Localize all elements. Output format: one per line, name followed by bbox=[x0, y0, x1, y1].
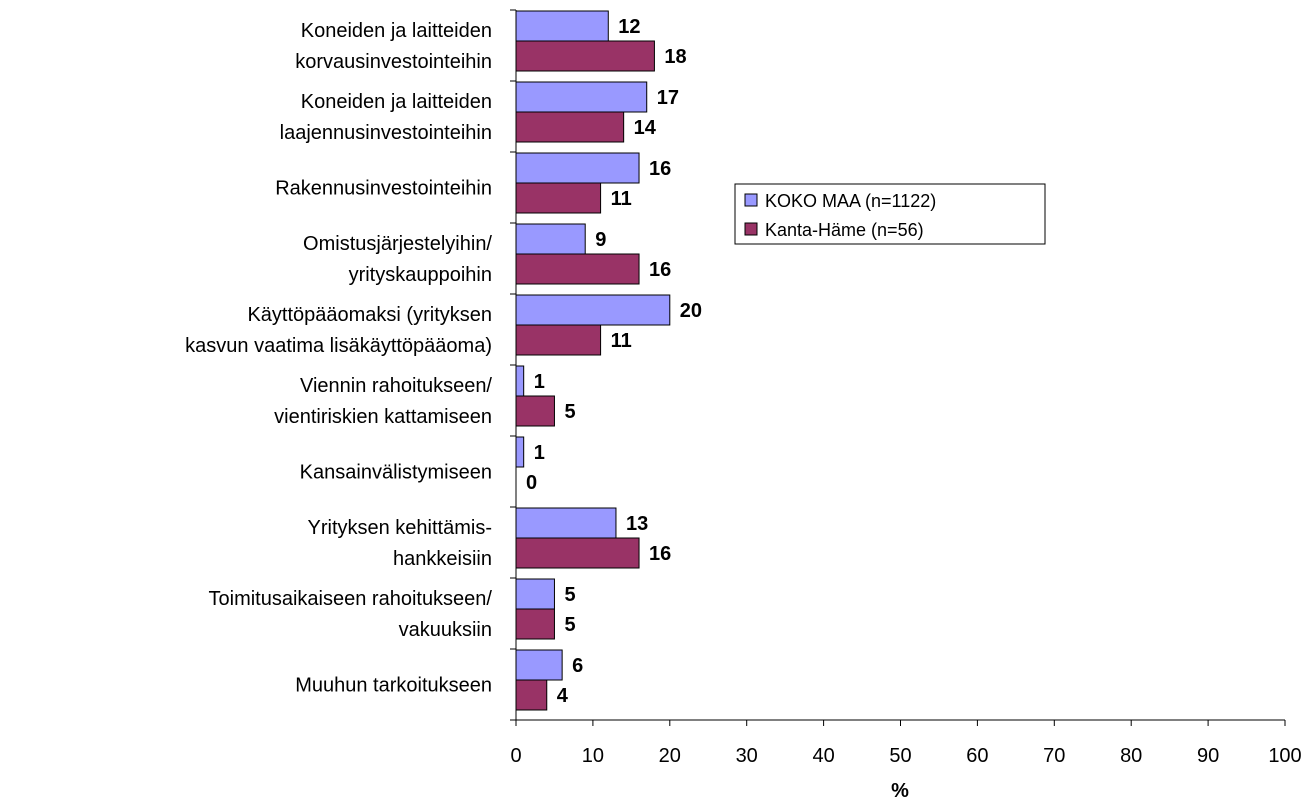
y-tick-label: Käyttöpääomaksi (yrityksen kasvun vaatima… bbox=[185, 304, 492, 357]
value-label: 16 bbox=[649, 543, 671, 565]
value-label: 5 bbox=[564, 614, 575, 636]
bar bbox=[515, 649, 563, 681]
y-tick-label: Toimitusaikaiseen rahoitukseen/vakuuksii… bbox=[209, 588, 493, 641]
x-tick-label: 100 bbox=[1268, 745, 1301, 767]
value-label: 18 bbox=[664, 46, 686, 68]
bar bbox=[515, 253, 640, 285]
y-tick-label: Omistusjärjestelyihin/yrityskauppoihin bbox=[303, 233, 492, 286]
y-tick-label: Yrityksen kehittämis-hankkeisiin bbox=[308, 517, 493, 570]
y-tick-label: Muuhun tarkoitukseen bbox=[295, 675, 492, 697]
value-label: 6 bbox=[572, 655, 583, 677]
x-tick-label: 10 bbox=[582, 745, 604, 767]
bar bbox=[515, 395, 555, 427]
value-label: 20 bbox=[680, 300, 702, 322]
y-tick-label: Kansainvälistymiseen bbox=[300, 462, 492, 484]
bar bbox=[515, 10, 609, 42]
x-tick-label: 30 bbox=[736, 745, 758, 767]
value-label: 1 bbox=[534, 442, 545, 464]
value-label: 9 bbox=[595, 229, 606, 251]
bar bbox=[515, 679, 548, 711]
bar bbox=[515, 223, 586, 255]
x-tick-label: 20 bbox=[659, 745, 681, 767]
bar bbox=[515, 365, 525, 397]
value-label: 17 bbox=[657, 87, 679, 109]
value-label: 12 bbox=[618, 16, 640, 38]
bar bbox=[515, 40, 655, 72]
value-label: 14 bbox=[634, 117, 657, 139]
value-label: 5 bbox=[564, 401, 575, 423]
x-tick-label: 40 bbox=[812, 745, 834, 767]
bar bbox=[515, 81, 648, 113]
bar bbox=[515, 507, 617, 539]
bar bbox=[515, 182, 602, 214]
legend-label: Kanta-Häme (n=56) bbox=[765, 220, 924, 240]
bar bbox=[515, 111, 625, 143]
bar bbox=[515, 578, 555, 610]
x-tick-label: 70 bbox=[1043, 745, 1065, 767]
value-label: 16 bbox=[649, 158, 671, 180]
value-label: 13 bbox=[626, 513, 648, 535]
x-tick-label: 90 bbox=[1197, 745, 1219, 767]
bar bbox=[515, 294, 671, 326]
x-axis-title: % bbox=[891, 780, 909, 802]
y-tick-label: Viennin rahoitukseen/vientiriskien katta… bbox=[274, 375, 492, 428]
value-label: 16 bbox=[649, 259, 671, 281]
value-label: 11 bbox=[611, 330, 632, 352]
bar bbox=[515, 324, 602, 356]
bar bbox=[515, 537, 640, 569]
x-tick-label: 0 bbox=[510, 745, 521, 767]
value-label: 1 bbox=[534, 371, 545, 393]
y-tick-label: Koneiden ja laitteiden laajennusinvestoin… bbox=[280, 91, 492, 144]
bar bbox=[515, 436, 525, 468]
bar bbox=[515, 608, 555, 640]
legend-swatch bbox=[744, 193, 758, 207]
legend-box bbox=[734, 183, 1046, 245]
value-label: 5 bbox=[564, 584, 575, 606]
bar bbox=[515, 152, 640, 184]
x-tick-label: 60 bbox=[966, 745, 988, 767]
legend-label: KOKO MAA (n=1122) bbox=[765, 191, 936, 211]
value-label: 4 bbox=[557, 685, 569, 707]
y-tick-label: Koneiden ja laitteiden korvausinvestointe… bbox=[295, 20, 492, 73]
x-tick-label: 50 bbox=[889, 745, 911, 767]
y-tick-label: Rakennusinvestointeihin bbox=[275, 178, 492, 200]
value-label: 11 bbox=[611, 188, 632, 210]
value-label: 0 bbox=[526, 472, 537, 494]
x-tick-label: 80 bbox=[1120, 745, 1142, 767]
legend-swatch bbox=[744, 222, 758, 236]
